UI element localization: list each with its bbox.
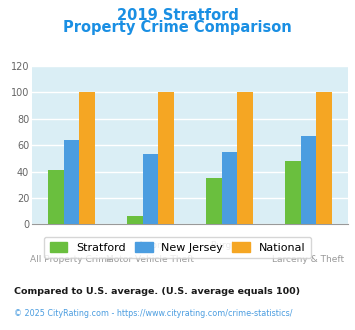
Bar (222, 152, 237, 224)
Text: Larceny & Theft: Larceny & Theft (272, 255, 344, 264)
Text: Compared to U.S. average. (U.S. average equals 100): Compared to U.S. average. (U.S. average … (14, 287, 300, 296)
Bar (158, 92, 174, 224)
Text: Arson: Arson (137, 241, 163, 250)
Text: 2019 Stratford: 2019 Stratford (116, 8, 239, 23)
Text: Property Crime Comparison: Property Crime Comparison (63, 20, 292, 35)
Text: Motor Vehicle Theft: Motor Vehicle Theft (106, 255, 195, 264)
Text: All Property Crime: All Property Crime (30, 255, 113, 264)
Bar (127, 216, 143, 224)
Bar (285, 161, 300, 224)
Text: Burglary: Burglary (210, 241, 248, 250)
Bar (80, 92, 95, 224)
Bar (237, 92, 253, 224)
Bar (64, 140, 80, 224)
Bar (143, 154, 158, 224)
Legend: Stratford, New Jersey, National: Stratford, New Jersey, National (44, 237, 311, 258)
Bar (300, 136, 316, 224)
Text: © 2025 CityRating.com - https://www.cityrating.com/crime-statistics/: © 2025 CityRating.com - https://www.city… (14, 309, 293, 318)
Bar (48, 170, 64, 224)
Bar (206, 178, 222, 224)
Bar (316, 92, 332, 224)
